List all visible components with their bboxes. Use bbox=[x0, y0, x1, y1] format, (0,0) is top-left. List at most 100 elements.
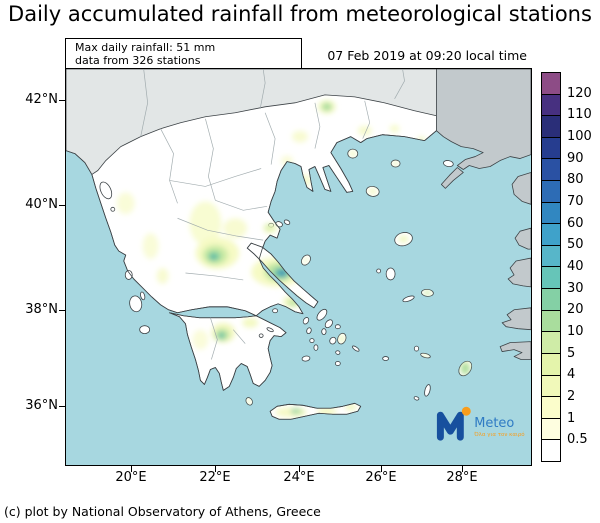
island bbox=[351, 345, 360, 352]
island bbox=[316, 308, 328, 321]
island bbox=[258, 333, 264, 338]
colorbar-cell bbox=[542, 159, 560, 182]
credit-text: (c) plot by National Observatory of Athe… bbox=[4, 504, 321, 519]
rain-blob bbox=[368, 188, 378, 195]
island bbox=[424, 384, 431, 397]
lat-tick-label: 40°N bbox=[25, 197, 58, 212]
rain-blob bbox=[421, 353, 430, 358]
map-frame: Meteo Όλα για τον καιρό bbox=[65, 68, 532, 466]
island bbox=[335, 350, 341, 355]
meteo-logo: Meteo Όλα για τον καιρό bbox=[436, 406, 525, 441]
rain-blob bbox=[398, 235, 409, 243]
colorbar-cell bbox=[542, 116, 560, 138]
rainfall-field bbox=[116, 99, 472, 418]
turkey-land bbox=[501, 307, 531, 331]
colorbar-labels: 120 110 100 90 80 70 60 50 40 30 20 10 5 4 2 1 0.5 bbox=[567, 72, 600, 462]
island bbox=[321, 328, 327, 336]
island bbox=[382, 356, 390, 361]
colorbar-label: 4 bbox=[567, 367, 576, 383]
greece-map: Meteo Όλα για τον καιρό bbox=[66, 69, 531, 465]
tick-mark bbox=[59, 205, 65, 206]
tick-mark bbox=[462, 466, 463, 472]
colorbar-cell bbox=[542, 224, 560, 246]
colorbar-label: 0.5 bbox=[567, 432, 588, 448]
island bbox=[302, 317, 310, 325]
rain-blob bbox=[357, 125, 372, 136]
meteo-brand: Meteo bbox=[474, 416, 514, 431]
tick-mark bbox=[299, 466, 300, 472]
lon-tick-label: 24°E bbox=[283, 470, 315, 485]
island bbox=[334, 361, 341, 366]
turkey-land bbox=[507, 257, 531, 288]
island bbox=[413, 345, 420, 352]
rain-blob bbox=[321, 102, 332, 111]
colorbar-cell bbox=[542, 375, 560, 398]
rain-blob bbox=[389, 124, 400, 133]
colorbar-label: 5 bbox=[567, 345, 576, 361]
rain-blob bbox=[142, 233, 159, 260]
colorbar-label: 1 bbox=[567, 410, 576, 426]
max-rainfall-text: Max daily rainfall: 51 mm bbox=[75, 41, 216, 54]
rain-blob bbox=[344, 404, 357, 411]
tick-mark bbox=[59, 100, 65, 101]
colorbar-label: 100 bbox=[567, 129, 592, 144]
rain-blob bbox=[392, 161, 399, 167]
page-title: Daily accumulated rainfall from meteorol… bbox=[8, 2, 592, 26]
rain-blob bbox=[189, 201, 222, 246]
lon-tick-label: 26°E bbox=[365, 470, 397, 485]
colorbar-label: 120 bbox=[567, 85, 592, 101]
island bbox=[385, 267, 396, 281]
colorbar-scale bbox=[541, 72, 561, 462]
info-box: Max daily rainfall: 51 mm data from 326 … bbox=[65, 38, 302, 69]
island bbox=[329, 336, 337, 345]
tick-mark bbox=[381, 466, 382, 472]
colorbar: 120 110 100 90 80 70 60 50 40 30 20 10 5 4 2 1 0.5 bbox=[541, 72, 600, 462]
admin-borders bbox=[140, 69, 405, 360]
island bbox=[313, 344, 319, 351]
rain-blob bbox=[338, 334, 345, 343]
lon-tick-label: 28°E bbox=[446, 470, 478, 485]
island bbox=[129, 295, 143, 313]
colorbar-cell bbox=[542, 289, 560, 311]
island bbox=[301, 355, 311, 362]
turkey-land bbox=[436, 69, 531, 170]
island bbox=[139, 325, 151, 335]
meteo-tagline: Όλα για τον καιρό bbox=[473, 431, 525, 438]
rain-blob bbox=[246, 398, 252, 404]
rain-blob bbox=[192, 329, 209, 350]
colorbar-label: 110 bbox=[567, 107, 592, 123]
rain-blob bbox=[217, 332, 225, 339]
colorbar-cell bbox=[542, 267, 560, 290]
rain-blob bbox=[292, 130, 308, 143]
colorbar-label: 50 bbox=[567, 237, 584, 253]
rain-blob bbox=[349, 150, 357, 157]
colorbar-cell bbox=[542, 310, 560, 333]
rain-blob bbox=[266, 225, 273, 230]
rain-blob bbox=[279, 270, 285, 275]
turkey-land bbox=[514, 227, 531, 250]
colorbar-label: 30 bbox=[567, 280, 584, 296]
colorbar-label: 70 bbox=[567, 194, 584, 209]
rain-blob bbox=[460, 362, 470, 375]
colorbar-cell bbox=[542, 137, 560, 160]
colorbar-cell bbox=[542, 202, 560, 225]
colorbar-label: 90 bbox=[567, 150, 584, 166]
island bbox=[309, 338, 315, 344]
colorbar-label: 60 bbox=[567, 215, 584, 231]
colorbar-cell bbox=[542, 332, 560, 354]
island bbox=[443, 160, 454, 167]
colorbar-label: 10 bbox=[567, 324, 584, 339]
island bbox=[283, 219, 291, 225]
rain-blob bbox=[116, 192, 135, 215]
island bbox=[124, 270, 133, 280]
neighbor-countries bbox=[66, 69, 531, 360]
stations-count-text: data from 326 stations bbox=[75, 54, 201, 67]
rain-blob bbox=[209, 254, 217, 260]
colorbar-label: 2 bbox=[567, 389, 576, 404]
tick-mark bbox=[59, 406, 65, 407]
meteo-m-icon bbox=[436, 411, 464, 441]
colorbar-cell bbox=[542, 418, 560, 441]
island bbox=[413, 396, 420, 401]
colorbar-label: 20 bbox=[567, 302, 584, 318]
